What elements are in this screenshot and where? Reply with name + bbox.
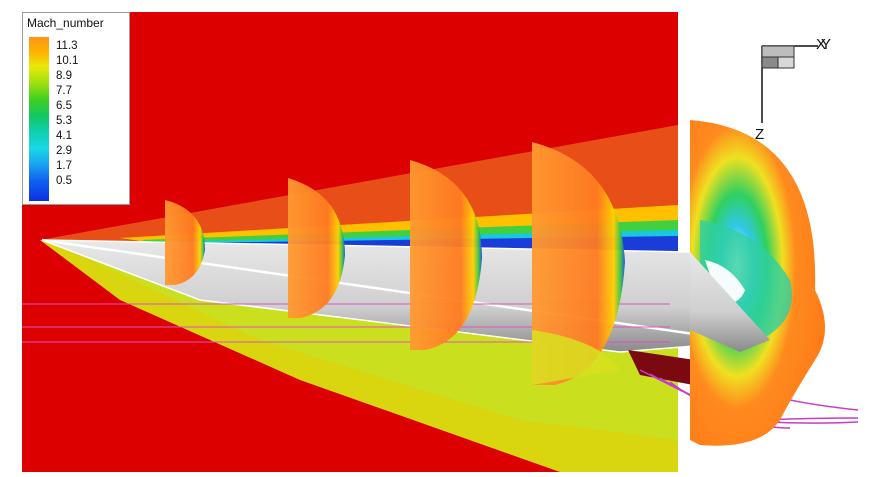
legend-level: 2.9 — [56, 145, 72, 157]
slice-3 — [410, 160, 482, 350]
axis-label-x: X — [816, 36, 827, 53]
axis-label-z: Z — [755, 126, 765, 143]
legend-level: 4.1 — [56, 130, 72, 142]
axis-label-y: Y — [821, 36, 832, 53]
legend-title: Mach_number — [27, 16, 104, 30]
legend-level: 0.5 — [56, 175, 72, 187]
legend-color-bar — [29, 37, 49, 201]
axis-triad-icon — [761, 45, 818, 123]
axis-triad: X Y Z — [750, 36, 850, 148]
legend-level: 7.7 — [56, 85, 72, 97]
legend-level: 1.7 — [56, 160, 72, 172]
legend-level: 10.1 — [56, 55, 79, 67]
slice-4 — [532, 142, 625, 385]
legend-level: 6.5 — [56, 100, 72, 112]
slice-1 — [165, 200, 205, 285]
legend-level: 5.3 — [56, 115, 72, 127]
legend-level: 8.9 — [56, 70, 72, 82]
cross-section-slices — [165, 142, 625, 385]
legend-labels: 11.3 10.1 8.9 7.7 6.5 5.3 4.1 2.9 1.7 0.… — [56, 39, 78, 189]
slice-2 — [288, 178, 345, 318]
legend-level: 11.3 — [56, 40, 78, 52]
mach-number-legend: Mach_number 11.3 10.1 8.9 7.7 6.5 5.3 4.… — [22, 12, 130, 205]
